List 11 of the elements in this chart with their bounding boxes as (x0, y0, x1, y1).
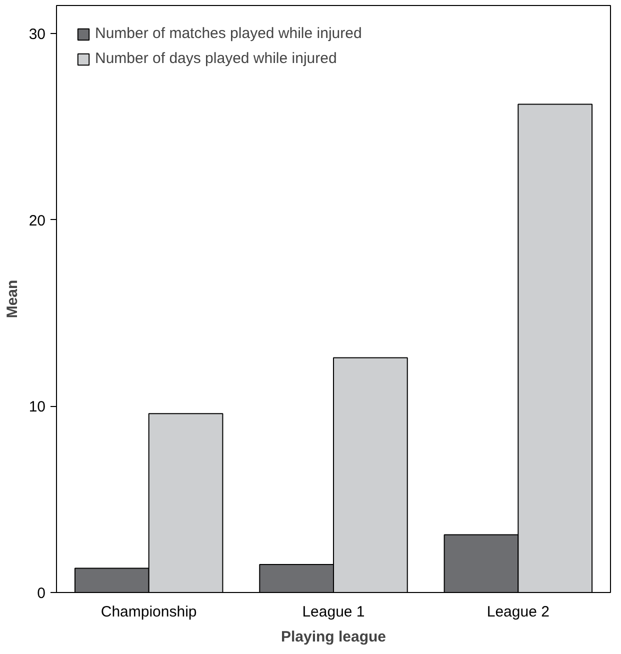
x-tick-label: League 2 (486, 604, 550, 620)
x-tick-label: League 1 (302, 604, 365, 620)
y-tick-label: 0 (37, 585, 46, 602)
y-tick-label: 10 (28, 398, 46, 416)
legend-label: Number of matches played while injured (95, 25, 362, 42)
x-tick-label: Championship (100, 604, 197, 620)
x-axis-title: Playing league (280, 628, 386, 646)
y-axis-title: Mean (4, 280, 21, 318)
y-tick-label: 20 (28, 212, 46, 230)
legend-label: Number of days played while injured (95, 50, 337, 67)
y-tick-label: 30 (28, 26, 46, 43)
